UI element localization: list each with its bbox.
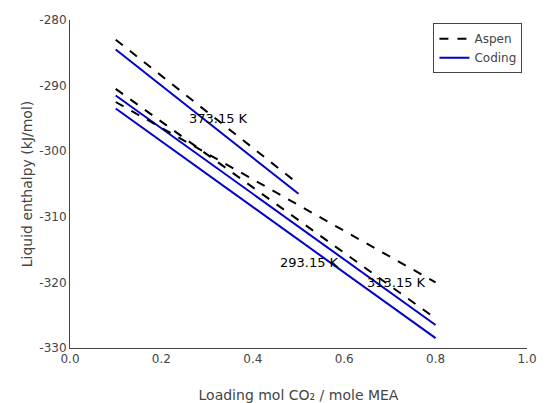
svg-text:0.8: 0.8 xyxy=(426,352,445,366)
svg-text:293.15 K: 293.15 K xyxy=(280,255,339,270)
svg-text:Coding: Coding xyxy=(474,51,516,65)
svg-text:-310: -310 xyxy=(39,210,66,224)
svg-text:0.0: 0.0 xyxy=(60,352,79,366)
svg-text:0.6: 0.6 xyxy=(335,352,354,366)
svg-text:Aspen: Aspen xyxy=(474,32,511,46)
svg-text:Loading mol CO₂ / mole MEA: Loading mol CO₂ / mole MEA xyxy=(199,387,399,403)
svg-text:-320: -320 xyxy=(39,276,66,290)
svg-text:373.15 K: 373.15 K xyxy=(189,111,248,126)
svg-text:-280: -280 xyxy=(39,13,66,27)
svg-text:1.0: 1.0 xyxy=(517,352,536,366)
svg-text:313.15 K: 313.15 K xyxy=(367,275,426,290)
svg-text:-330: -330 xyxy=(39,341,66,355)
svg-text:0.4: 0.4 xyxy=(243,352,262,366)
svg-text:-300: -300 xyxy=(39,144,66,158)
svg-text:0.2: 0.2 xyxy=(152,352,171,366)
svg-text:Liquid enthalpy (kJ/mol): Liquid enthalpy (kJ/mol) xyxy=(19,101,35,268)
svg-text:-290: -290 xyxy=(39,79,66,93)
